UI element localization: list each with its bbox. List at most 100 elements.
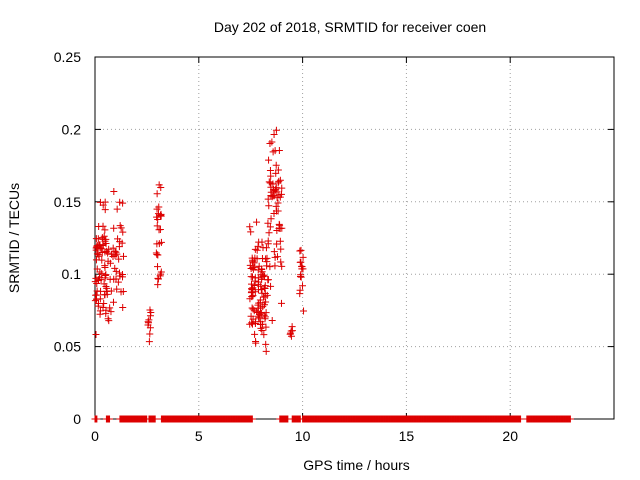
data-point <box>261 313 269 321</box>
data-point <box>146 324 154 332</box>
data-point <box>249 305 257 313</box>
data-point <box>119 303 127 311</box>
data-point <box>246 320 254 328</box>
data-point <box>260 331 268 339</box>
data-point <box>255 299 263 307</box>
y-axis-label: SRMTID / TECUs <box>6 183 22 293</box>
data-point <box>157 210 165 218</box>
data-point <box>272 161 280 169</box>
data-point <box>262 323 270 331</box>
data-point <box>151 415 159 423</box>
data-point <box>267 282 275 290</box>
data-point <box>109 244 117 252</box>
data-point <box>265 202 273 210</box>
data-point <box>264 240 272 248</box>
data-point <box>250 307 258 315</box>
data-point <box>117 288 125 296</box>
data-point <box>287 327 295 335</box>
data-point <box>298 263 306 271</box>
data-point <box>153 213 161 221</box>
data-point <box>274 207 282 215</box>
data-point <box>296 247 304 255</box>
data-point <box>157 184 165 192</box>
data-point <box>116 269 124 277</box>
data-point <box>98 234 106 242</box>
data-point <box>115 255 123 263</box>
x-tick-label: 20 <box>502 428 518 444</box>
data-point <box>270 209 278 217</box>
data-point <box>276 237 284 245</box>
data-point <box>113 205 121 213</box>
data-point <box>251 263 259 271</box>
data-point <box>257 324 265 332</box>
data-point <box>268 138 276 146</box>
data-point <box>268 317 276 325</box>
data-point <box>102 306 110 314</box>
data-point <box>102 240 110 248</box>
data-point <box>157 238 165 246</box>
data-point <box>153 222 161 230</box>
data-point <box>277 245 285 253</box>
data-point <box>272 202 280 210</box>
data-point <box>118 239 126 247</box>
y-tick-label: 0.2 <box>62 121 82 137</box>
data-point <box>156 226 164 234</box>
data-point <box>300 307 308 315</box>
data-point <box>296 273 304 281</box>
data-point <box>246 261 254 269</box>
data-point <box>251 277 259 285</box>
data-point <box>249 292 257 300</box>
data-point <box>94 276 102 284</box>
data-point <box>253 218 261 226</box>
x-tick-label: 0 <box>91 428 99 444</box>
data-point <box>278 184 286 192</box>
data-point <box>112 275 120 283</box>
data-point <box>110 188 118 196</box>
data-point <box>277 299 285 307</box>
data-point <box>100 232 108 240</box>
data-point <box>264 276 272 284</box>
data-point <box>252 339 260 347</box>
data-point <box>106 259 114 267</box>
data-point <box>266 166 274 174</box>
data-point <box>92 244 100 252</box>
data-point <box>273 240 281 248</box>
data-point <box>274 179 282 187</box>
data-point <box>251 330 259 338</box>
x-tick-label: 15 <box>399 428 415 444</box>
data-point <box>251 245 259 253</box>
x-tick-label: 5 <box>195 428 203 444</box>
data-point <box>265 178 273 186</box>
data-point <box>256 296 264 304</box>
data-point <box>106 304 114 312</box>
chart-title: Day 202 of 2018, SRMTID for receiver coe… <box>214 19 486 35</box>
data-point <box>250 282 258 290</box>
data-point <box>113 250 121 258</box>
data-point <box>266 263 274 271</box>
data-point <box>566 415 574 423</box>
data-point <box>92 330 100 338</box>
data-point <box>96 241 104 249</box>
data-point <box>120 252 128 260</box>
data-point <box>157 268 165 276</box>
data-point <box>107 287 115 295</box>
data-point <box>146 330 154 338</box>
data-point <box>98 249 106 257</box>
data-point <box>93 250 101 258</box>
data-point <box>95 251 103 259</box>
data-point <box>103 290 111 298</box>
data-point <box>154 263 162 271</box>
data-point <box>112 267 120 275</box>
data-point <box>275 191 283 199</box>
data-point <box>117 224 125 232</box>
data-point <box>110 224 118 232</box>
data-point <box>101 198 109 206</box>
data-point <box>259 244 267 252</box>
data-point <box>101 206 109 214</box>
data-point <box>104 315 112 323</box>
data-point <box>93 287 101 295</box>
data-point <box>270 248 278 256</box>
y-tick-label: 0.25 <box>54 49 81 65</box>
y-tick-label: 0.15 <box>54 194 81 210</box>
data-point <box>146 306 154 314</box>
